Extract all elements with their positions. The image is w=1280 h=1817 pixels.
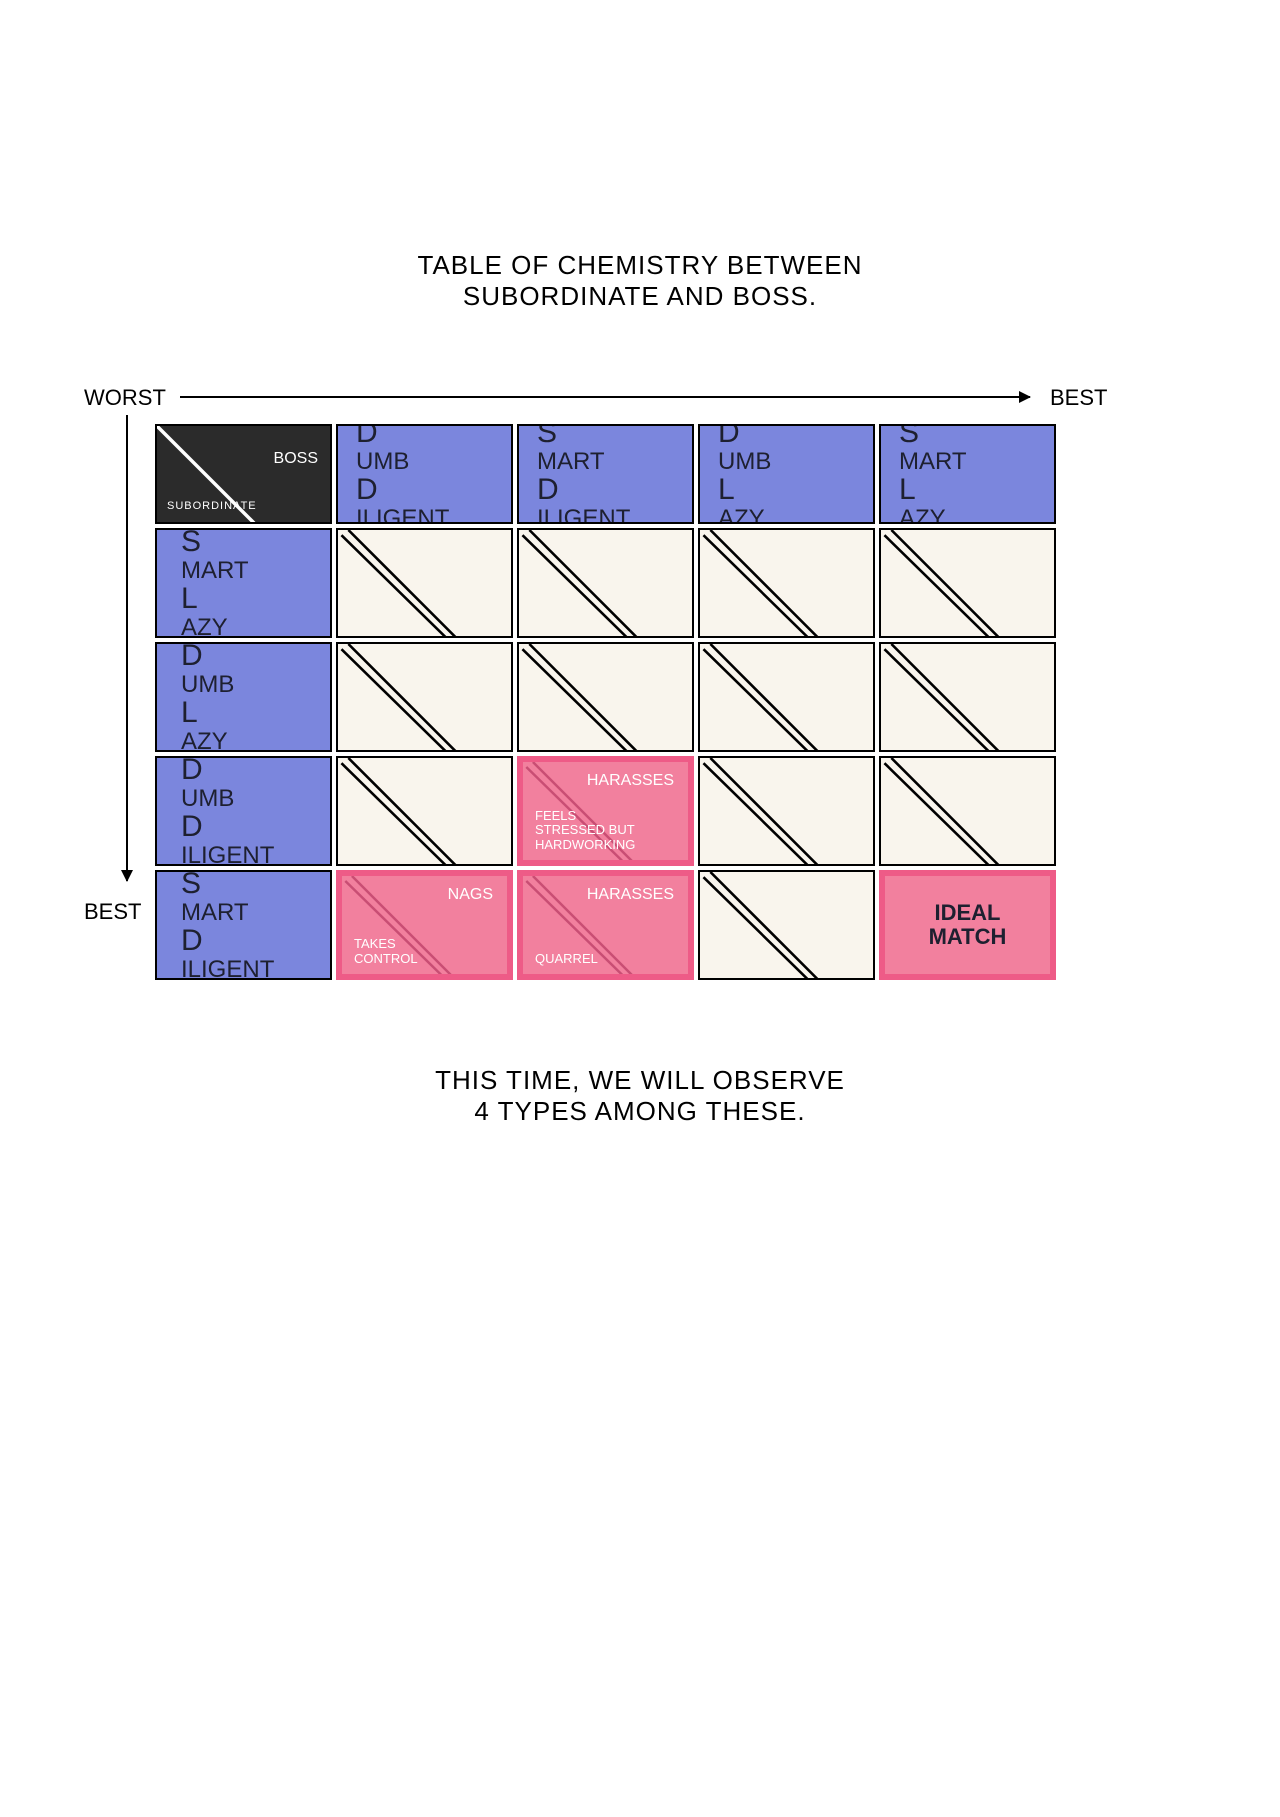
row-header: SMART LAZY xyxy=(155,528,332,638)
empty-cell xyxy=(336,528,513,638)
corner-header: BOSS SUBORDINATE xyxy=(155,424,332,524)
caption-line-2: 4 TYPES AMONG THESE. xyxy=(0,1096,1280,1127)
empty-cell xyxy=(698,642,875,752)
highlighted-cell: HARASSES QUARREL xyxy=(517,870,694,980)
axis-arrow-horizontal xyxy=(180,396,1030,398)
empty-cell xyxy=(698,870,875,980)
cell-bottom-text: TAKESCONTROL xyxy=(354,937,418,966)
axis-label-best-horizontal: BEST xyxy=(1050,385,1107,411)
column-header: DUMB LAZY xyxy=(698,424,875,524)
title-line-2: SUBORDINATE AND BOSS. xyxy=(0,281,1280,312)
column-header: SMART DILIGENT xyxy=(517,424,694,524)
empty-cell xyxy=(698,528,875,638)
empty-cell xyxy=(879,642,1056,752)
column-header: SMART LAZY xyxy=(879,424,1056,524)
axis-label-worst: WORST xyxy=(84,385,166,411)
cell-bottom-text: FEELSSTRESSED BUTHARDWORKING xyxy=(535,809,635,852)
cell-bottom-text: QUARREL xyxy=(535,952,598,966)
chemistry-table: BOSS SUBORDINATE DUMB DILIGENT SMART DIL… xyxy=(155,424,1056,980)
empty-cell xyxy=(698,756,875,866)
empty-cell xyxy=(336,642,513,752)
cell-top-text: NAGS xyxy=(448,886,493,904)
axis-label-best-vertical: BEST xyxy=(84,899,141,925)
caption-line-1: THIS TIME, WE WILL OBSERVE xyxy=(0,1065,1280,1096)
empty-cell xyxy=(879,528,1056,638)
page-caption: THIS TIME, WE WILL OBSERVE 4 TYPES AMONG… xyxy=(0,1065,1280,1127)
corner-boss-label: BOSS xyxy=(274,450,318,468)
cell-top-text: HARASSES xyxy=(587,886,674,904)
ideal-match-cell: IDEALMATCH xyxy=(879,870,1056,980)
empty-cell xyxy=(517,642,694,752)
corner-subordinate-label: SUBORDINATE xyxy=(167,500,257,512)
title-line-1: TABLE OF CHEMISTRY BETWEEN xyxy=(0,250,1280,281)
highlighted-cell: HARASSES FEELSSTRESSED BUTHARDWORKING xyxy=(517,756,694,866)
row-header: DUMB LAZY xyxy=(155,642,332,752)
row-header: DUMB DILIGENT xyxy=(155,756,332,866)
row-header: SMART DILIGENT xyxy=(155,870,332,980)
cell-top-text: HARASSES xyxy=(587,772,674,790)
empty-cell xyxy=(336,756,513,866)
column-header: DUMB DILIGENT xyxy=(336,424,513,524)
page-title: TABLE OF CHEMISTRY BETWEEN SUBORDINATE A… xyxy=(0,250,1280,312)
cell-center-text: IDEALMATCH xyxy=(929,901,1007,949)
highlighted-cell: NAGS TAKESCONTROL xyxy=(336,870,513,980)
axis-arrow-vertical xyxy=(126,415,128,881)
empty-cell xyxy=(517,528,694,638)
empty-cell xyxy=(879,756,1056,866)
